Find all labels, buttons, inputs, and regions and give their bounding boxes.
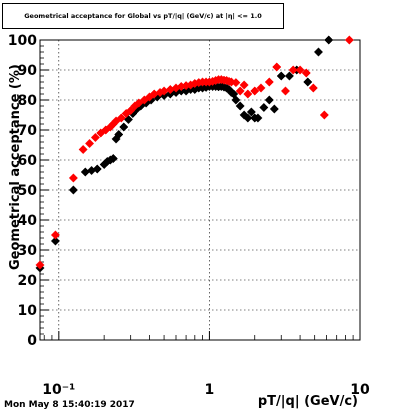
data-point	[295, 65, 305, 75]
y-tick-label: 90	[18, 63, 38, 79]
y-tick-label: 50	[18, 183, 38, 199]
y-tick-label: 80	[18, 93, 38, 109]
data-point	[324, 35, 334, 45]
data-point	[243, 113, 253, 123]
data-point	[284, 71, 294, 81]
chart-title-box: Geometrical acceptance for Global vs pT/…	[2, 3, 284, 29]
data-point	[92, 164, 102, 174]
data-point	[35, 260, 45, 270]
y-tick-label: 10	[18, 303, 38, 319]
data-point	[301, 68, 311, 78]
data-point	[68, 185, 78, 195]
y-tick-label: 30	[18, 243, 38, 259]
series-red	[35, 35, 354, 270]
data-point	[253, 113, 263, 123]
data-point	[243, 89, 253, 99]
data-point	[288, 65, 298, 75]
data-point	[313, 47, 324, 57]
data-point	[259, 102, 269, 113]
data-point	[90, 132, 100, 143]
data-point	[231, 78, 241, 88]
data-point	[235, 101, 245, 111]
y-tick-label: 40	[18, 213, 38, 229]
data-point	[108, 153, 118, 164]
tick-labels: 0 10 20 30 40 50 60 70 80 90 100 10⁻¹ 1 10	[8, 33, 370, 398]
data-point	[308, 83, 318, 93]
data-point	[85, 138, 95, 149]
chart-title: Geometrical acceptance for Global vs pT/…	[24, 12, 262, 20]
data-point	[246, 107, 256, 117]
data-point	[256, 83, 266, 93]
timestamp: Mon May 8 15:40:19 2017	[4, 400, 135, 410]
data-point	[80, 167, 90, 177]
y-tick-label: 100	[8, 33, 37, 49]
data-point	[116, 113, 126, 123]
data-point	[119, 122, 129, 132]
data-point	[231, 95, 241, 105]
data-point	[68, 173, 78, 183]
data-point	[319, 110, 329, 120]
data-point	[50, 236, 61, 246]
data-point	[114, 129, 124, 140]
series-black	[35, 35, 334, 273]
y-axis-label: Geometrical acceptance (%)	[8, 64, 23, 270]
data-point	[239, 80, 249, 90]
data-point	[78, 144, 88, 155]
y-tick-label: 70	[18, 123, 38, 139]
data-point	[280, 86, 291, 96]
data-point	[276, 71, 286, 81]
x-tick-label: 10	[350, 382, 370, 398]
x-axis-label: pT/|q| (GeV/c)	[258, 394, 358, 409]
data-point	[264, 95, 274, 105]
y-tick-label: 60	[18, 153, 38, 169]
data-point	[269, 104, 279, 114]
y-tick-label: 0	[27, 333, 37, 349]
x-tick-label: 10⁻¹	[42, 382, 75, 398]
data-point	[250, 86, 260, 96]
data-series	[35, 35, 354, 273]
axis-ticks	[40, 39, 361, 341]
x-tick-label: 1	[205, 382, 215, 398]
data-point	[272, 62, 282, 72]
data-point	[235, 86, 245, 96]
grid-lines	[40, 40, 360, 340]
y-tick-label: 20	[18, 273, 38, 289]
data-point	[264, 77, 274, 87]
data-point	[50, 230, 61, 240]
data-point	[344, 35, 354, 45]
data-point	[303, 77, 313, 87]
